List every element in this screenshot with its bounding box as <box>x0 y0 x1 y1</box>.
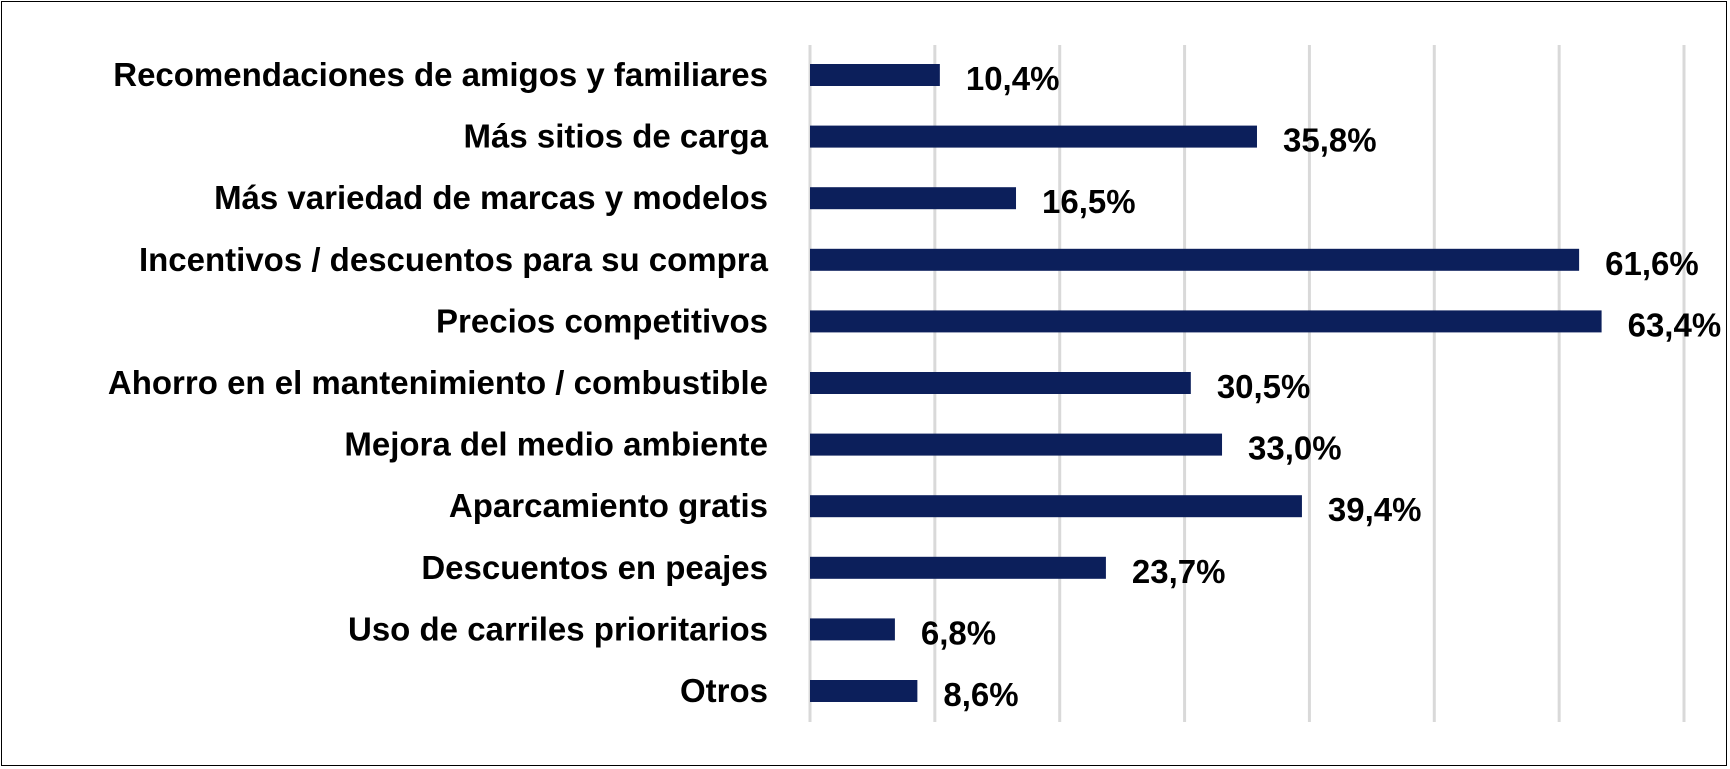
bars <box>810 64 1602 702</box>
value-labels: 10,4% 35,8% 16,5% 61,6% 63,4% 30,5% 33,0% 39,4%… <box>921 60 1721 713</box>
category-label: Ahorro en el mantenimiento / combustible <box>108 364 768 401</box>
value-label: 63,4% <box>1628 306 1722 343</box>
category-labels: Recomendaciones de amigos y familiares Má… <box>108 56 769 709</box>
bar <box>810 495 1302 518</box>
category-label: Descuentos en peajes <box>421 549 768 586</box>
value-label: 33,0% <box>1248 430 1342 467</box>
bar <box>810 64 940 86</box>
category-label: Más variedad de marcas y modelos <box>214 179 768 216</box>
bar <box>810 433 1223 456</box>
bar <box>810 310 1602 333</box>
value-label: 61,6% <box>1605 245 1699 282</box>
value-label: 8,6% <box>943 676 1018 713</box>
category-label: Mejora del medio ambiente <box>344 426 768 463</box>
category-label: Recomendaciones de amigos y familiares <box>113 56 768 93</box>
bar <box>810 248 1580 271</box>
value-label: 35,8% <box>1283 122 1377 159</box>
bar <box>810 187 1017 210</box>
value-label: 6,8% <box>921 614 996 651</box>
gridlines <box>808 45 1686 722</box>
value-label: 30,5% <box>1217 368 1311 405</box>
bar <box>810 618 895 641</box>
value-label: 39,4% <box>1328 491 1422 528</box>
bar <box>810 556 1106 579</box>
value-label: 10,4% <box>966 60 1060 97</box>
category-label: Aparcamiento gratis <box>449 487 768 524</box>
bar <box>810 125 1257 148</box>
category-label: Otros <box>680 672 768 709</box>
value-label: 23,7% <box>1132 553 1226 590</box>
bar <box>810 680 918 702</box>
category-label: Precios competitivos <box>436 302 768 339</box>
value-label: 16,5% <box>1042 183 1136 220</box>
bar <box>810 372 1191 394</box>
category-label: Uso de carriles prioritarios <box>348 610 768 647</box>
category-label: Incentivos / descuentos para su compra <box>139 241 769 278</box>
category-label: Más sitios de carga <box>464 118 769 155</box>
